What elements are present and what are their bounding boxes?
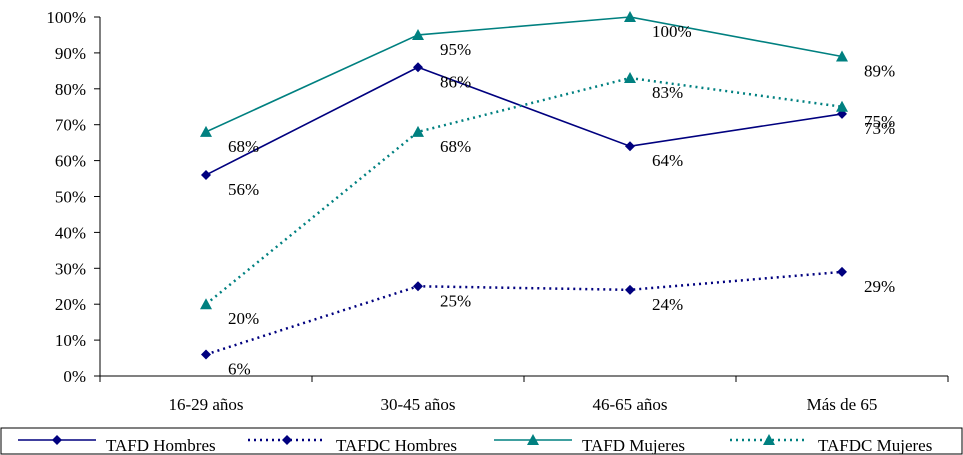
legend-label: TAFD Hombres (106, 436, 216, 455)
chart-series (200, 11, 848, 360)
data-point (201, 169, 211, 180)
data-point (836, 100, 848, 112)
data-label: 6% (228, 359, 251, 378)
data-label: 64% (652, 151, 683, 170)
chart-legend: TAFD Hombres TAFDC Hombres TAFD Mujeres TAF… (0, 427, 963, 455)
y-tick-label: 30% (55, 259, 86, 278)
data-label: 89% (864, 61, 895, 80)
x-category-label: 16-29 años (168, 395, 243, 414)
legend-swatch-marker (282, 435, 292, 445)
y-tick-label: 10% (55, 331, 86, 350)
data-point (836, 50, 848, 62)
data-label: 75% (864, 112, 895, 131)
y-tick-label: 90% (55, 44, 86, 63)
y-tick-label: 100% (46, 8, 86, 27)
series-line-1 (205, 270, 843, 356)
data-point (625, 141, 635, 152)
chart-axes: 0% 10% 20% 30% 40% 50% 60% 70% 80% 90% 100% 16-29 a… (46, 8, 949, 414)
legend-box (0, 427, 963, 455)
chart-data-labels: 56% 86% 64% 73% 6% 25% 24% 29% 68% 95% 100% 89% 20% 6… (228, 22, 895, 378)
data-point (624, 72, 636, 84)
data-label: 56% (228, 180, 259, 199)
legend-label: TAFD Mujeres (582, 436, 685, 455)
series-line-3 (205, 76, 843, 306)
data-label: 24% (652, 295, 683, 314)
y-tick-label: 70% (55, 116, 86, 135)
y-tick-label: 50% (55, 188, 86, 207)
data-label: 73% (864, 119, 895, 138)
data-point (200, 298, 212, 310)
data-label: 68% (228, 137, 259, 156)
legend-swatch-marker (527, 434, 539, 445)
data-label: 83% (652, 83, 683, 102)
legend-label: TAFDC Mujeres (818, 436, 932, 455)
legend-label: TAFDC Hombres (336, 436, 457, 455)
y-tick-label: 60% (55, 152, 86, 171)
data-label: 20% (228, 309, 259, 328)
y-tick-label: 40% (55, 223, 86, 242)
series-line-0 (205, 66, 843, 176)
x-category-label: 46-65 años (592, 395, 667, 414)
y-tick-label: 20% (55, 295, 86, 314)
data-label: 29% (864, 277, 895, 296)
y-tick-label: 0% (63, 367, 86, 386)
legend-swatch-marker (52, 435, 62, 445)
data-point (201, 349, 211, 360)
data-point (412, 125, 424, 137)
data-label: 68% (440, 137, 471, 156)
data-point (625, 284, 635, 295)
data-point (624, 11, 636, 22)
data-label: 100% (652, 22, 692, 41)
data-label: 95% (440, 40, 471, 59)
series-line-2 (205, 16, 843, 133)
data-point (837, 266, 847, 277)
data-point (413, 281, 423, 292)
data-label: 86% (440, 72, 471, 91)
y-tick-label: 80% (55, 80, 86, 99)
data-point (413, 62, 423, 73)
legend-swatch-marker (763, 434, 775, 445)
data-label: 25% (440, 291, 471, 310)
data-point (200, 125, 212, 137)
data-point (412, 28, 424, 40)
x-category-label: Más de 65 (807, 395, 878, 414)
x-category-label: 30-45 años (380, 395, 455, 414)
